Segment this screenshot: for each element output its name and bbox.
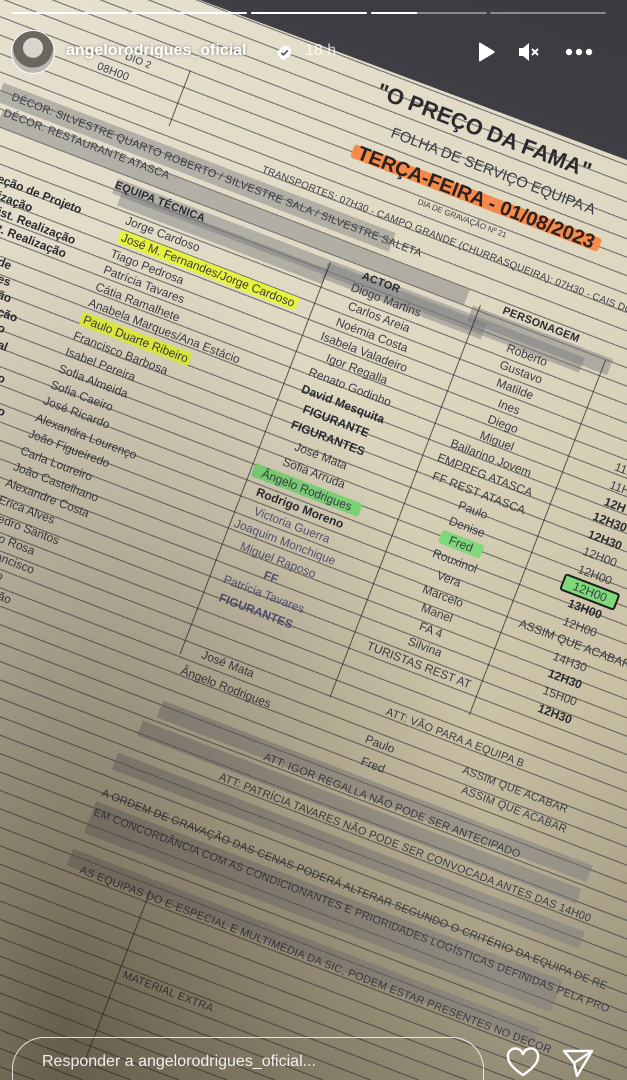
verified-badge-icon [277,44,292,61]
progress-segment [131,12,247,14]
avatar[interactable] [11,30,55,74]
muted-speaker-icon[interactable] [517,42,541,62]
more-dots-icon[interactable] [565,47,593,57]
progress-segment [12,12,128,14]
progress-segment [251,12,367,14]
reply-input[interactable] [40,1052,474,1072]
send-icon[interactable] [562,1048,594,1078]
reply-field[interactable] [12,1037,484,1080]
post-time: 18 h [305,42,337,59]
progress-segment [371,12,487,14]
heart-icon[interactable] [506,1047,540,1077]
username[interactable]: angelorodrigues_oficial [66,42,247,59]
progress-segment [490,12,606,14]
play-icon[interactable] [476,41,496,63]
